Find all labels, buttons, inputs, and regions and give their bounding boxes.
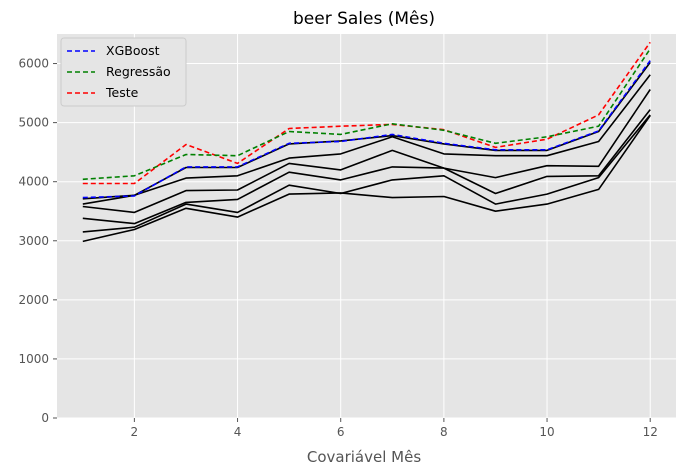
series-line-black-7 [82,114,651,233]
chart-title: beer Sales (Mês) [293,9,435,29]
series-lines [82,41,651,243]
series-line-teste [82,41,651,185]
y-tick-label: 2000 [18,293,49,307]
series-line-black-6 [82,109,651,225]
series-line-black-4 [82,74,651,205]
x-tick-label: 4 [234,425,242,439]
x-tick-label: 12 [643,425,658,439]
x-axis-label: Covariável Mês [307,448,421,466]
series-line-regress-o [82,48,651,181]
series-line-xgboost [82,60,651,199]
x-tick-label: 2 [131,425,139,439]
series-line-black-5 [82,89,651,214]
x-tick-label: 8 [440,425,448,439]
y-tick-label: 6000 [18,57,49,71]
y-tick-label: 4000 [18,175,49,189]
legend-label: Regressão [106,64,171,79]
legend-label: Teste [105,85,139,100]
y-axis: 0 1000 2000 3000 4000 5000 6000 [18,57,57,425]
x-tick-label: 10 [539,425,554,439]
legend: XGBoost Regressão Teste [60,37,187,107]
series-line-black-8 [82,115,651,243]
y-tick-label: 5000 [18,116,49,130]
legend-label: XGBoost [106,43,160,58]
legend-box [60,37,187,107]
y-tick-label: 0 [41,411,49,425]
x-axis: 2 4 6 8 10 12 [131,418,658,439]
y-tick-label: 1000 [18,352,49,366]
y-tick-label: 3000 [18,234,49,248]
x-tick-label: 6 [337,425,345,439]
